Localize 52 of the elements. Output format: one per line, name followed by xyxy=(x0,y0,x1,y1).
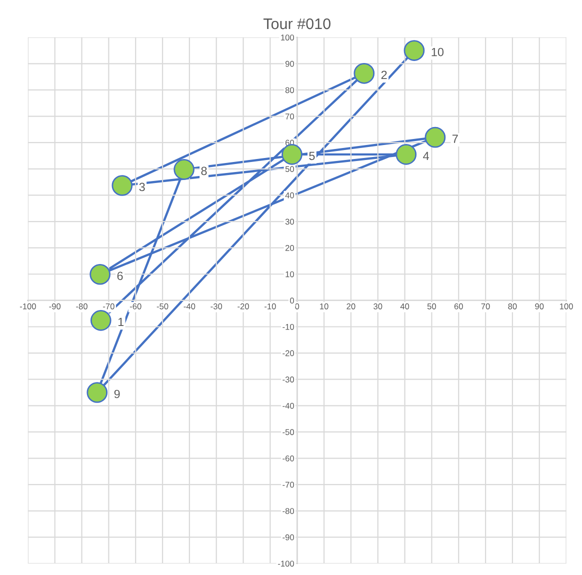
y-tick-label: 80 xyxy=(285,87,294,94)
chart-title: Tour #010 xyxy=(263,18,330,30)
annotation: 4 xyxy=(423,152,430,160)
annotation: 9 xyxy=(114,390,120,398)
x-tick-label: 100 xyxy=(560,303,573,310)
y-tick-label: 20 xyxy=(285,245,294,251)
y-tick-label: -70 xyxy=(282,482,294,488)
x-tick-label: 50 xyxy=(427,303,436,310)
x-tick-label: 40 xyxy=(400,303,410,310)
x-tick-label: -100 xyxy=(20,303,36,310)
x-tick-label: -90 xyxy=(49,303,61,310)
y-tick-label: -100 xyxy=(278,560,294,567)
x-tick-label: 10 xyxy=(320,303,328,310)
y-tick-label: -80 xyxy=(282,508,294,514)
y-tick-label: 10 xyxy=(286,271,294,278)
x-tick-label: -30 xyxy=(210,303,222,310)
x-tick-label: 80 xyxy=(508,303,517,310)
y-tick-label: -60 xyxy=(282,455,294,462)
y-tick-label: -90 xyxy=(282,534,294,540)
annotation: 7 xyxy=(452,134,458,143)
annotation: 10 xyxy=(432,48,444,56)
x-tick-label: -80 xyxy=(76,303,88,310)
x-tick-label: -50 xyxy=(156,303,168,310)
x-tick-label: -60 xyxy=(130,303,142,310)
x-tick-label: -20 xyxy=(238,303,249,310)
annotation: 6 xyxy=(117,272,123,280)
y-tick-label: 100 xyxy=(281,34,294,40)
annotation: 5 xyxy=(309,152,315,160)
y-tick-label: 40 xyxy=(285,192,294,198)
annotation: 2 xyxy=(381,70,387,79)
annotation: 3 xyxy=(139,182,145,192)
y-tick-label: -50 xyxy=(282,429,294,436)
y-tick-label: 70 xyxy=(285,113,294,120)
y-tick-label: -30 xyxy=(282,376,294,382)
y-tick-label: -20 xyxy=(282,350,294,356)
annotation: 8 xyxy=(201,166,207,176)
x-tick-label: 70 xyxy=(481,303,490,310)
x-tick-label: -10 xyxy=(264,303,276,310)
y-tick-label: 30 xyxy=(285,218,294,225)
x-tick-label: -40 xyxy=(184,303,196,310)
x-tick-label: 60 xyxy=(454,303,463,310)
y-tick-label: 0 xyxy=(290,298,294,304)
annotation: 1 xyxy=(118,318,124,326)
x-tick-label: 90 xyxy=(535,303,544,310)
y-tick-label: 50 xyxy=(285,166,294,172)
x-tick-label: 30 xyxy=(374,303,382,310)
y-tick-label: -40 xyxy=(282,402,294,409)
y-tick-label: -10 xyxy=(282,324,294,330)
x-tick-label: 0 xyxy=(295,303,300,310)
x-tick-label: 20 xyxy=(346,303,356,310)
x-tick-label: -70 xyxy=(103,303,114,310)
y-tick-label: 90 xyxy=(285,60,294,67)
